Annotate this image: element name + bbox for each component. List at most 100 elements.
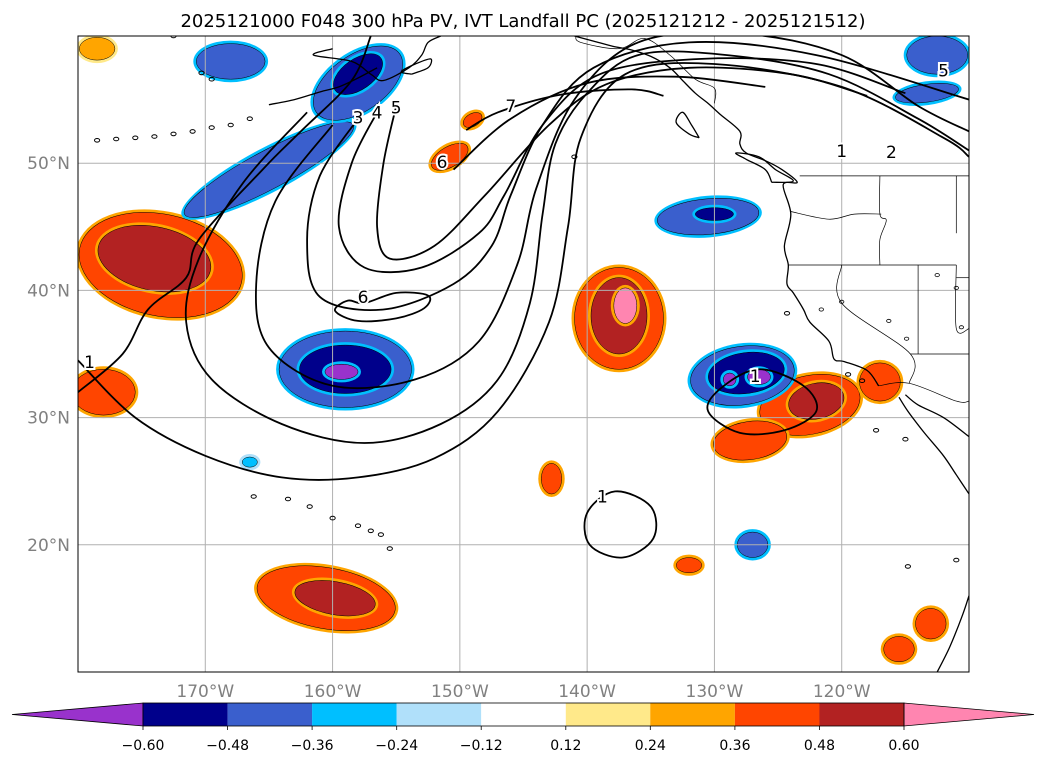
chart-title: 2025121000 F048 300 hPa PV, IVT Landfall… <box>180 11 865 32</box>
contour-line-1 <box>184 50 969 444</box>
shaded-anomaly-region <box>859 362 901 402</box>
plot-frame <box>77 35 970 673</box>
island <box>189 129 196 134</box>
contour-line-7 <box>465 88 664 131</box>
island <box>354 523 362 529</box>
political-border <box>836 264 916 384</box>
colorbar-tick-label: 0.60 <box>888 738 919 754</box>
shaded-anomaly-region <box>324 363 359 380</box>
contour-label: 1 <box>750 367 761 387</box>
coastline <box>735 152 794 184</box>
contour-line-1 <box>706 368 818 436</box>
y-tick-label: 30°N <box>27 409 70 429</box>
shaded-anomaly-region <box>906 36 968 75</box>
contour-line-6 <box>334 291 432 323</box>
x-tick-label: 170°W <box>176 682 234 702</box>
coastline <box>400 58 433 75</box>
island <box>113 136 120 142</box>
axis-tick-labels: 170°W 160°W 150°W 140°W 130°W 120°W 20°N 30°N 40… <box>27 154 871 702</box>
island <box>246 116 253 121</box>
contour-line-1 <box>78 36 372 393</box>
coastline <box>904 394 969 438</box>
island <box>227 122 234 128</box>
colorbar-bin <box>396 703 482 726</box>
contour-line-3 <box>306 41 969 311</box>
contour-label: 6 <box>437 153 448 173</box>
colorbar-bin <box>819 703 904 726</box>
lake <box>839 299 845 304</box>
y-tick-label: 50°N <box>27 154 70 174</box>
island <box>329 515 336 521</box>
island <box>367 528 374 534</box>
coastline <box>898 396 969 495</box>
contour-line-1 <box>583 490 658 559</box>
contour-label: 3 <box>353 109 364 129</box>
shaded-anomaly-region <box>79 37 116 61</box>
shaded-anomaly-region <box>895 83 959 104</box>
plot-background <box>78 36 969 672</box>
island <box>250 494 257 499</box>
contour-label: 1 <box>836 142 847 162</box>
shaded-anomaly-region <box>97 225 212 293</box>
colorbar-tick-label: 0.12 <box>550 738 581 754</box>
colorbar-bin <box>312 703 397 726</box>
contour-line-4 <box>337 57 906 274</box>
contour-label: 1 <box>84 353 95 373</box>
shaded-anomaly-region <box>915 608 947 640</box>
contour-label: 1 <box>597 488 608 508</box>
y-tick-label: 40°N <box>27 281 70 301</box>
shaded-anomaly-region <box>541 463 562 495</box>
political-border <box>879 175 887 266</box>
colorbar-frame <box>142 702 905 727</box>
colorbar-bin <box>650 703 735 726</box>
colorbar-tick-label: −0.12 <box>460 738 503 754</box>
colorbar-tick-label: −0.24 <box>375 738 418 754</box>
x-tick-label: 130°W <box>686 682 744 702</box>
island <box>845 372 852 377</box>
colorbar-tick-label: −0.36 <box>291 738 334 754</box>
contour-label: 5 <box>938 62 949 82</box>
island <box>284 496 292 502</box>
island <box>904 564 912 569</box>
island <box>902 436 909 442</box>
island <box>953 557 960 563</box>
island <box>94 138 101 143</box>
island <box>306 504 313 509</box>
lake <box>934 273 940 278</box>
shaded-anomaly-region <box>196 43 266 80</box>
colorbar-bin <box>143 703 228 726</box>
contour-label: 2 <box>886 143 897 163</box>
shaded-anomaly-region <box>613 287 638 324</box>
coastline <box>936 595 969 672</box>
political-border <box>878 382 969 403</box>
shaded-anomaly-region <box>723 372 737 387</box>
colorbar-bin <box>565 703 651 726</box>
lake <box>903 336 910 341</box>
island <box>377 532 384 537</box>
contour-layer <box>78 36 969 559</box>
colorbar-bin <box>734 703 820 726</box>
island <box>151 134 158 139</box>
shaded-anomaly-region <box>78 369 136 416</box>
y-tick-label: 20°N <box>27 536 70 556</box>
island <box>859 378 866 384</box>
coastline <box>312 36 442 82</box>
colorbar-tick-label: 0.36 <box>719 738 750 754</box>
island <box>170 131 177 137</box>
contour-line-2 <box>254 36 969 390</box>
island <box>873 428 880 433</box>
x-tick-label: 140°W <box>558 682 616 702</box>
colorbar-tick-label: −0.60 <box>122 738 165 754</box>
contour-label: 5 <box>391 99 402 119</box>
contour-label: 7 <box>505 97 516 117</box>
island <box>208 125 215 130</box>
shading-layer <box>78 36 969 665</box>
island <box>783 311 791 316</box>
shaded-anomaly-region <box>883 636 915 663</box>
contour-label: 4 <box>372 104 383 124</box>
x-tick-label: 120°W <box>813 682 871 702</box>
island <box>132 135 139 141</box>
shaded-anomaly-region <box>241 456 258 468</box>
